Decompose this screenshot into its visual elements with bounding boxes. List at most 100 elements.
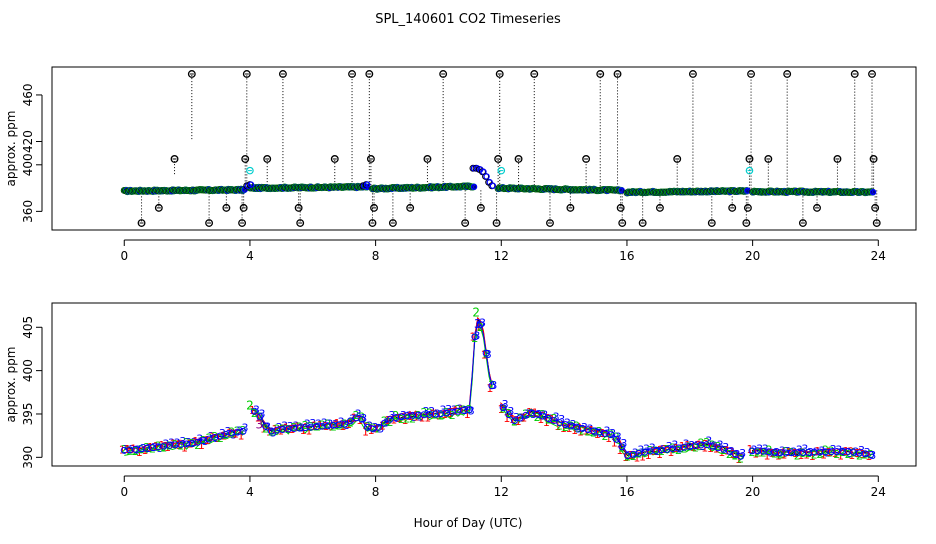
top-outlier-high [187, 70, 196, 78]
bottom-series-marker: 3 [490, 379, 497, 392]
bottom-series-marker: 1 [153, 440, 160, 453]
bottom-series-marker: 3 [536, 408, 543, 421]
bottom-series-marker: 3 [145, 442, 152, 455]
bottom-series-marker: 3 [502, 398, 509, 411]
bottom-annotation: 2 [472, 306, 480, 320]
bottom-x-tick-label: 16 [619, 485, 634, 499]
bottom-series-marker: 2 [279, 422, 286, 435]
bottom-x-tick-label: 8 [372, 485, 380, 499]
top-outlier-low [546, 219, 554, 227]
bottom-series-point [471, 333, 479, 341]
bottom-series-point [465, 406, 473, 414]
bottom-series-point [505, 411, 513, 419]
top-outlier-high [365, 70, 374, 78]
bottom-series-marker: 3 [592, 426, 599, 439]
top-baseline-point [618, 187, 625, 194]
bottom-series-point [522, 411, 530, 419]
bottom-series-point [477, 321, 485, 329]
bottom-series-marker: 2 [415, 409, 422, 422]
bottom-series-marker: 2 [584, 426, 591, 439]
top-outlier-mid [366, 155, 375, 163]
bottom-series-marker: 2 [715, 440, 722, 453]
bottom-series-marker: 3 [694, 439, 701, 452]
bottom-series-marker: 1 [662, 443, 669, 456]
bottom-series-point [358, 415, 366, 423]
bottom-series-marker: 3 [151, 441, 158, 454]
top-outlier-low [296, 219, 305, 227]
bottom-series-marker: 1 [351, 411, 358, 424]
bottom-series-marker: 2 [460, 404, 467, 417]
bottom-series-marker: 3 [626, 449, 633, 462]
bottom-series-point [737, 452, 745, 460]
bottom-series-marker: 2 [630, 450, 637, 463]
bottom-series-marker: 1 [775, 450, 782, 463]
bottom-series-marker: 2 [771, 447, 778, 460]
bottom-series-marker: 2 [211, 430, 218, 443]
top-bump-point [489, 182, 497, 190]
bottom-series-marker: 1 [385, 414, 392, 427]
bottom-series-marker: 2 [392, 409, 399, 422]
bottom-series-marker: 3 [417, 410, 424, 423]
bottom-series-marker: 2 [488, 378, 495, 391]
bottom-annotation: 3 [256, 417, 264, 431]
bottom-series-marker: 2 [177, 440, 184, 453]
top-outlier-mid-low [813, 203, 821, 212]
bottom-series-marker: 1 [402, 414, 409, 427]
bottom-series-marker: 3 [321, 416, 328, 429]
bottom-series-marker: 1 [537, 413, 544, 426]
bottom-series-marker: 1 [860, 448, 867, 461]
bottom-series-marker: 3 [377, 422, 384, 435]
bottom-x-tick-label: 4 [246, 485, 254, 499]
top-y-tick-label: 460 [21, 83, 35, 106]
bottom-series-marker: 3 [479, 316, 486, 329]
bottom-series-marker: 2 [256, 411, 263, 424]
bottom-series-marker: 2 [234, 425, 241, 438]
bottom-series-marker: 1 [130, 443, 137, 456]
bottom-series-marker: 2 [551, 412, 558, 425]
bottom-series-marker: 3 [519, 412, 526, 425]
bottom-series-marker: 1 [260, 423, 267, 436]
bottom-series-marker: 3 [400, 409, 407, 422]
bottom-series-marker: 1 [639, 450, 646, 463]
bottom-series-point [516, 414, 524, 422]
bottom-series-marker: 3 [632, 447, 639, 460]
bottom-series-marker: 3 [807, 446, 814, 459]
bottom-series-marker: 2 [160, 441, 167, 454]
bottom-series-marker: 3 [439, 404, 446, 417]
bottom-series-marker: 3 [343, 419, 350, 432]
bottom-series-marker: 1 [469, 331, 476, 344]
bottom-series-point [346, 417, 354, 425]
bottom-series-marker: 3 [841, 446, 848, 459]
top-outlier-mid [494, 155, 503, 163]
top-baseline-point [470, 183, 478, 191]
bottom-series-point [341, 420, 349, 428]
bottom-series-marker: 1 [724, 444, 731, 457]
bottom-series-marker: 3 [406, 409, 413, 422]
bottom-series-marker: 2 [296, 421, 303, 434]
bottom-series-marker: 1 [452, 404, 459, 417]
bottom-series-marker: 1 [650, 445, 657, 458]
bottom-series-marker: 3 [524, 408, 531, 421]
top-bump-point [473, 165, 481, 172]
bottom-series-marker: 1 [582, 424, 589, 437]
bottom-series-point [380, 419, 388, 427]
top-outlier-mid-low [222, 203, 231, 212]
bottom-series-marker: 3 [428, 405, 435, 418]
top-outlier-high [747, 70, 756, 78]
bottom-series-marker: 1 [283, 421, 290, 434]
bottom-series-point [375, 423, 383, 431]
bottom-series-marker: 3 [422, 405, 429, 418]
bottom-series-marker: 2 [370, 422, 377, 435]
bottom-series-marker: 2 [336, 420, 343, 433]
bottom-series-marker: 3 [236, 425, 243, 438]
bottom-series-marker: 2 [319, 419, 326, 432]
bottom-series-marker: 2 [664, 443, 671, 456]
bottom-series-marker: 2 [347, 416, 354, 429]
bottom-series-marker: 1 [158, 439, 165, 452]
bottom-series-marker: 2 [816, 448, 823, 461]
bottom-series-marker: 2 [862, 449, 869, 462]
bottom-series-marker: 3 [355, 407, 362, 420]
bottom-series-marker: 3 [134, 444, 141, 457]
bottom-series-marker: 3 [705, 435, 712, 448]
